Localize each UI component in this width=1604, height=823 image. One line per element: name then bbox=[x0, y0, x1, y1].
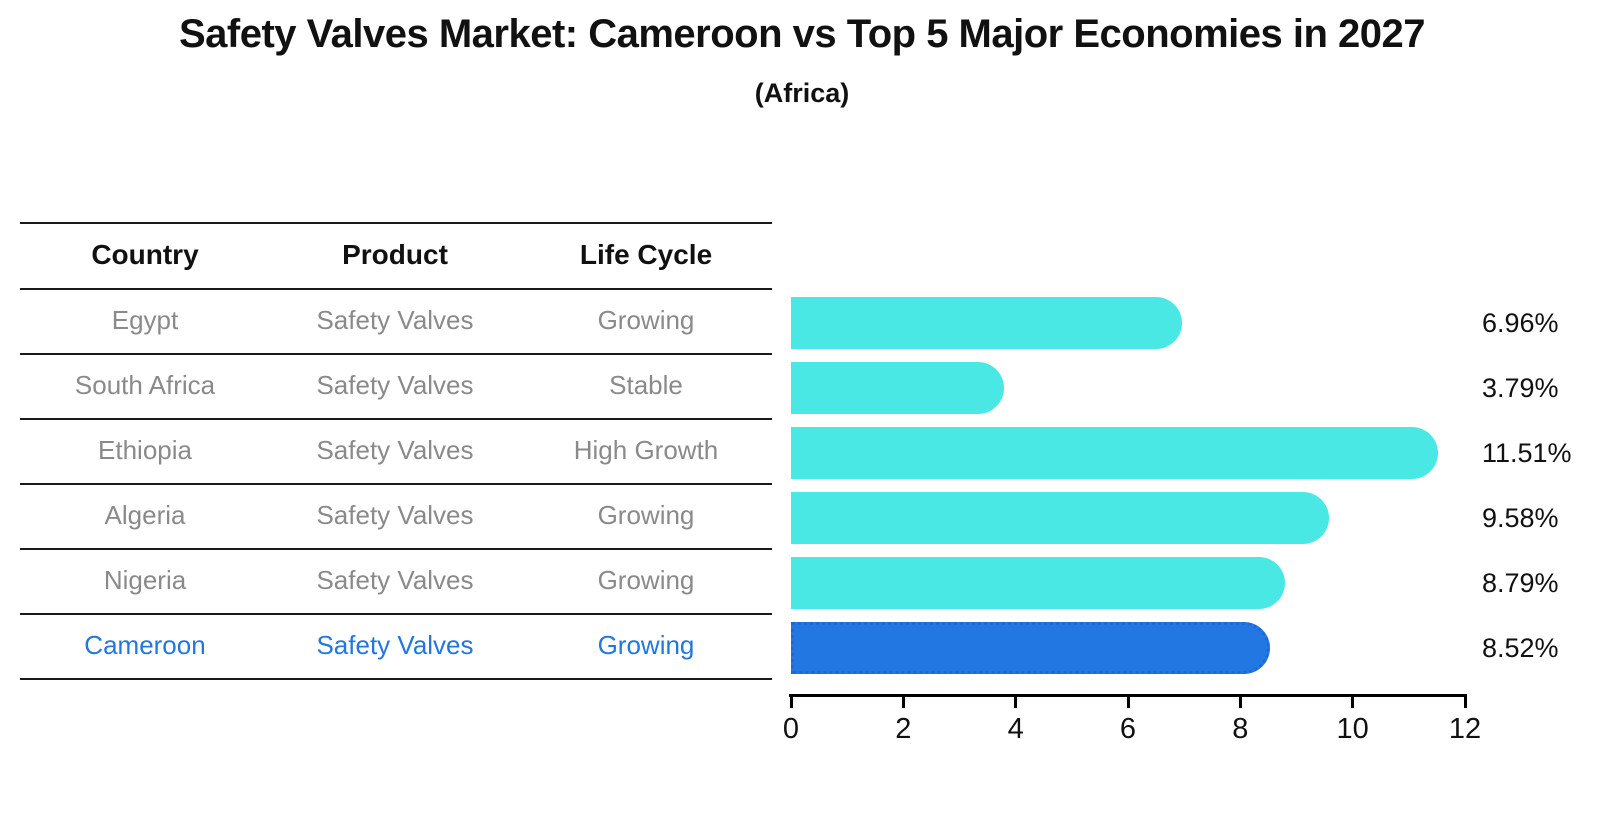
x-axis-tick-mark bbox=[1351, 694, 1355, 708]
value-label: 9.58% bbox=[1482, 503, 1559, 533]
x-axis-tick-mark bbox=[1238, 694, 1242, 708]
bar-nigeria bbox=[791, 557, 1285, 609]
cell-country: Algeria bbox=[104, 500, 186, 530]
cell-product: Safety Valves bbox=[316, 435, 474, 465]
table-rule bbox=[20, 222, 772, 224]
table-row-ethiopia: Ethiopia Safety Valves High Growth bbox=[20, 418, 772, 483]
x-axis-tick-label: 0 bbox=[782, 713, 800, 745]
x-axis-tick-label: 6 bbox=[1119, 713, 1137, 745]
header-life-cycle: Life Cycle bbox=[579, 239, 713, 270]
bar-south-africa bbox=[791, 362, 1004, 414]
cell-life-cycle: High Growth bbox=[573, 435, 719, 465]
cell-life-cycle: Growing bbox=[597, 630, 695, 660]
bar-ethiopia bbox=[791, 427, 1438, 479]
header-product: Product bbox=[342, 239, 448, 270]
cell-life-cycle: Growing bbox=[597, 500, 695, 530]
table-rule bbox=[20, 288, 772, 290]
cell-country: Cameroon bbox=[84, 630, 206, 660]
table-rule bbox=[20, 548, 772, 550]
x-axis-tick-label: 10 bbox=[1336, 713, 1369, 745]
table-rule bbox=[20, 483, 772, 485]
table-rule bbox=[20, 613, 772, 615]
value-label: 11.51% bbox=[1482, 438, 1572, 468]
table-row-egypt: Egypt Safety Valves Growing bbox=[20, 288, 772, 353]
cell-country: Ethiopia bbox=[98, 435, 192, 465]
x-axis-tick-label: 8 bbox=[1232, 713, 1249, 745]
x-axis-tick-label: 4 bbox=[1007, 713, 1024, 745]
cell-country: Egypt bbox=[111, 305, 179, 335]
cell-life-cycle: Growing bbox=[597, 305, 695, 335]
table-row-algeria: Algeria Safety Valves Growing bbox=[20, 483, 772, 548]
x-axis-tick-mark bbox=[1463, 694, 1467, 708]
cell-life-cycle: Growing bbox=[597, 565, 695, 595]
value-label: 6.96% bbox=[1482, 308, 1559, 338]
cell-product: Safety Valves bbox=[316, 305, 474, 335]
bar-plot: 6.96% 3.79% 11.51% 9.58% 8.79% 8.52% 0 2… bbox=[783, 288, 1572, 788]
table-row-cameroon: Cameroon Safety Valves Growing bbox=[20, 613, 772, 678]
bar-egypt bbox=[791, 297, 1182, 349]
country-table: Country Product Life Cycle Egypt Safety … bbox=[20, 222, 772, 682]
x-axis-tick-mark bbox=[789, 694, 793, 708]
x-axis-tick-mark bbox=[1014, 694, 1018, 708]
chart-title: Safety Valves Market: Cameroon vs Top 5 … bbox=[178, 12, 1426, 56]
x-axis-tick-mark bbox=[901, 694, 905, 708]
x-axis-tick-label: 12 bbox=[1448, 713, 1482, 745]
cell-product: Safety Valves bbox=[316, 500, 474, 530]
x-axis-tick-mark bbox=[1126, 694, 1130, 708]
table-rule bbox=[20, 418, 772, 420]
bar-cameroon-highlight bbox=[791, 622, 1270, 674]
x-axis-tick-label: 2 bbox=[895, 713, 912, 745]
value-label: 8.79% bbox=[1482, 568, 1559, 598]
table-row-nigeria: Nigeria Safety Valves Growing bbox=[20, 548, 772, 613]
table-row-south-africa: South Africa Safety Valves Stable bbox=[20, 353, 772, 418]
cell-product: Safety Valves bbox=[316, 630, 474, 660]
value-label: 8.52% bbox=[1482, 633, 1559, 663]
cell-life-cycle: Stable bbox=[609, 370, 683, 400]
cell-country: South Africa bbox=[74, 370, 216, 400]
table-header-row: Country Product Life Cycle bbox=[20, 222, 772, 288]
table-rule bbox=[20, 678, 772, 680]
cell-country: Nigeria bbox=[103, 565, 187, 595]
header-country: Country bbox=[91, 239, 199, 270]
cell-product: Safety Valves bbox=[316, 565, 474, 595]
chart-subtitle: (Africa) bbox=[754, 78, 850, 108]
cell-product: Safety Valves bbox=[316, 370, 474, 400]
table-rule bbox=[20, 353, 772, 355]
value-label: 3.79% bbox=[1482, 373, 1559, 403]
bar-algeria bbox=[791, 492, 1330, 544]
